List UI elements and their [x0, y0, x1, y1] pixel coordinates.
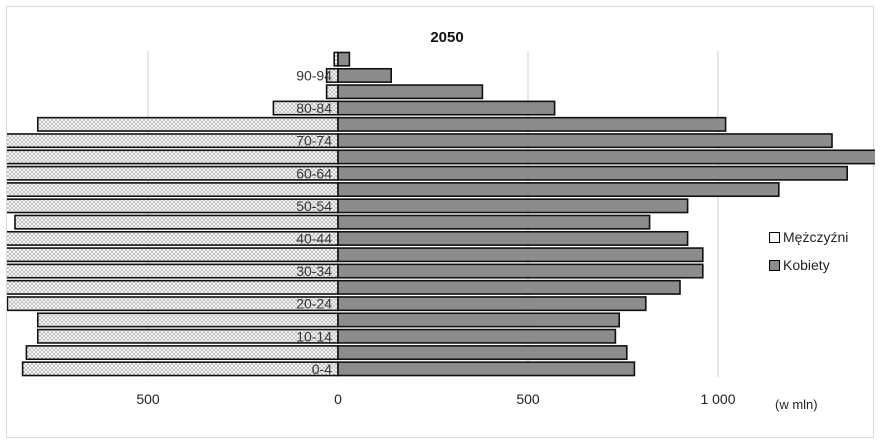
bar-men-5-9: [25, 345, 339, 361]
legend-label-women: Kobiety: [783, 257, 830, 273]
bar-women-5-9: [337, 345, 628, 361]
bar-women-55-59: [337, 182, 780, 198]
bar-women-70-74: [337, 133, 833, 149]
bar-men-40-44: [7, 230, 339, 246]
category-label: 90-94: [296, 67, 332, 83]
bar-women-45-49: [337, 214, 651, 230]
category-label: 80-84: [296, 100, 332, 116]
x-tick-label: 0: [334, 391, 342, 407]
bar-women-90-94: [337, 67, 393, 83]
bar-women-65-69: [337, 149, 875, 165]
bar-men-10-14: [36, 328, 339, 344]
unit-label: (w mln): [775, 397, 818, 412]
category-label: 20-24: [296, 296, 332, 312]
bar-men-55-59: [7, 182, 339, 198]
bar-men-65-69: [7, 149, 339, 165]
bar-women-10-14: [337, 328, 617, 344]
bar-women-75-79: [337, 116, 727, 132]
category-label: 50-54: [296, 198, 332, 214]
category-label: 10-14: [296, 328, 332, 344]
population-pyramid-plot: 0-4 10-14 20-24 30-34 40-44 50-54 60-64 70-74 80…: [7, 51, 875, 407]
bar-women-20-24: [337, 296, 647, 312]
category-label: 0-4: [312, 361, 332, 377]
bar-men-25-29: [7, 279, 339, 295]
bar-women-40-44: [337, 230, 689, 246]
legend: Mężczyźni Kobiety: [769, 229, 848, 285]
bar-women-0-4: [337, 361, 636, 377]
bar-men-35-39: [7, 247, 339, 263]
bar-men-85-89: [325, 84, 339, 100]
bar-men-0-4: [21, 361, 339, 377]
bar-men-75-79: [36, 116, 339, 132]
x-tick-label: 1 000: [700, 391, 735, 407]
bar-men-30-34: [7, 263, 339, 279]
bar-men-45-49: [14, 214, 339, 230]
category-label: 30-34: [296, 263, 332, 279]
legend-item-women: Kobiety: [769, 257, 848, 273]
chart-frame: 2050 0-4 10-14 20-24 30-34 40-44 50-54 60-64 70…: [6, 6, 875, 438]
category-label: 70-74: [296, 133, 332, 149]
category-label: 40-44: [296, 230, 332, 246]
bar-men-70-74: [7, 133, 339, 149]
bar-women-30-34: [337, 263, 704, 279]
bar-men-60-64: [7, 165, 339, 181]
x-tick-label: 500: [136, 391, 160, 407]
legend-label-men: Mężczyźni: [783, 229, 849, 245]
legend-swatch-women: [769, 259, 780, 271]
bar-men-15-19: [36, 312, 339, 328]
bar-women-85-89: [337, 84, 484, 100]
legend-swatch-men: [769, 231, 780, 243]
bar-women-95+: [337, 51, 351, 67]
bar-women-25-29: [337, 279, 681, 295]
bar-men-50-54: [7, 198, 339, 214]
category-label: 60-64: [296, 165, 332, 181]
chart-title: 2050: [430, 29, 464, 46]
bar-women-35-39: [337, 247, 704, 263]
x-tick-label: 500: [516, 391, 540, 407]
bar-men-20-24: [7, 296, 339, 312]
bar-women-80-84: [337, 100, 556, 116]
legend-item-men: Mężczyźni: [769, 229, 848, 245]
bar-women-60-64: [337, 165, 849, 181]
bar-women-15-19: [337, 312, 621, 328]
bar-women-50-54: [337, 198, 689, 214]
